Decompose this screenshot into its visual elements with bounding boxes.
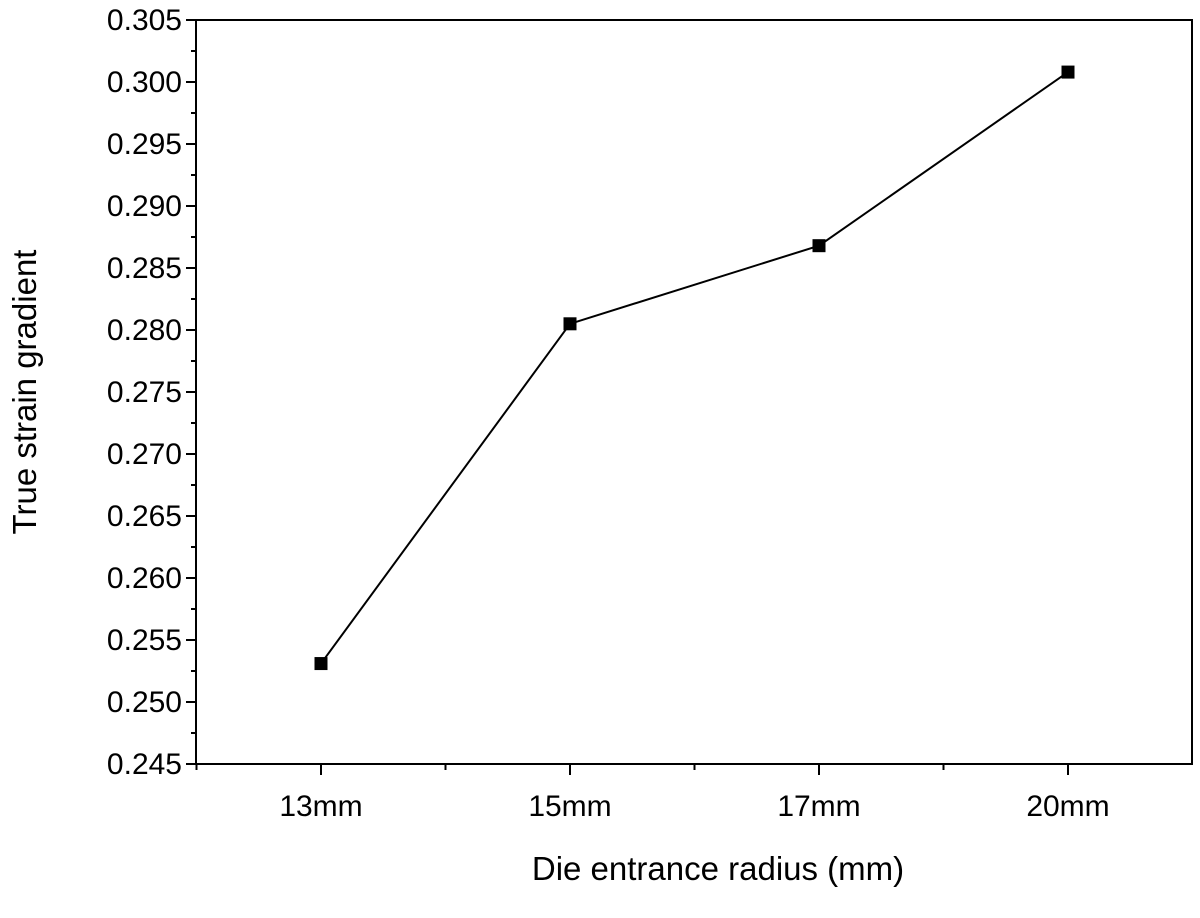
x-axis-ticks: 13mm 15mm 17mm 20mm [195, 764, 1110, 823]
x-axis-title: Die entrance radius (mm) [532, 850, 904, 887]
data-point-marker [314, 657, 328, 671]
y-tick-label: 0.270 [107, 438, 182, 471]
y-tick-label: 0.250 [107, 686, 182, 719]
x-tick-label: 17mm [777, 790, 860, 823]
data-point-marker [812, 239, 826, 253]
series-markers [314, 65, 1075, 671]
y-tick-label: 0.275 [107, 376, 182, 409]
plot-frame [195, 19, 1193, 765]
y-tick-label: 0.305 [107, 4, 182, 37]
data-point-marker [1061, 65, 1075, 79]
y-tick-label: 0.265 [107, 500, 182, 533]
x-tick-label: 13mm [279, 790, 362, 823]
y-tick-label: 0.285 [107, 252, 182, 285]
y-tick-label: 0.300 [107, 66, 182, 99]
y-tick-label: 0.295 [107, 128, 182, 161]
y-tick-label: 0.280 [107, 314, 182, 347]
y-axis-title: True strain gradient [6, 250, 43, 535]
y-tick-label: 0.290 [107, 190, 182, 223]
y-tick-label: 0.260 [107, 562, 182, 595]
data-point-marker [563, 317, 577, 331]
series-line [320, 71, 1069, 665]
y-tick-label: 0.245 [107, 748, 182, 781]
y-tick-label: 0.255 [107, 624, 182, 657]
x-tick-label: 15mm [528, 790, 611, 823]
x-tick-label: 20mm [1026, 790, 1109, 823]
y-axis-ticks: 0.245 0.250 0.255 0.260 0.265 0.270 0.275 0.280… [107, 4, 196, 781]
